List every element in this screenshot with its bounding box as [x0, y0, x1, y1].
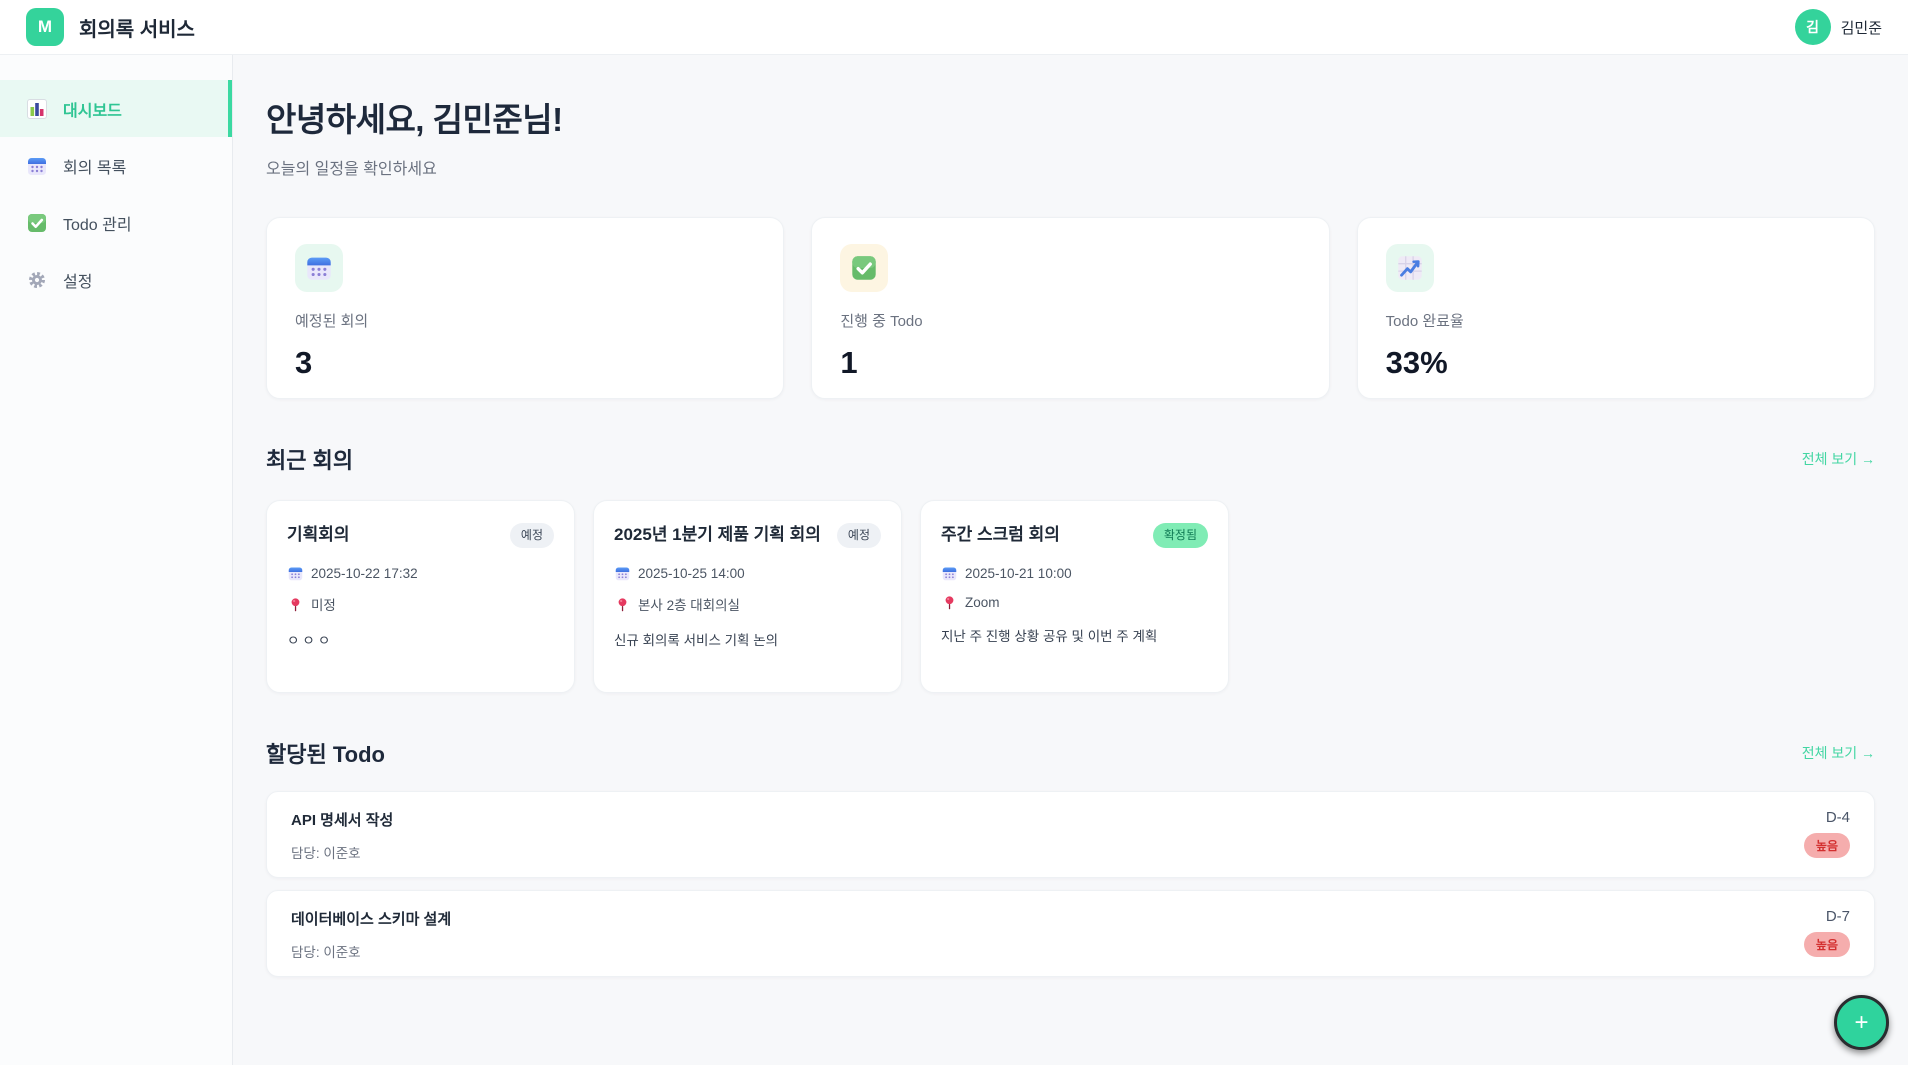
meeting-status-badge: 확정됨: [1152, 523, 1208, 548]
todo-priority-badge: 높음: [1803, 932, 1850, 957]
user-menu[interactable]: 김 김민준: [1794, 9, 1882, 45]
meeting-location: 미정: [311, 598, 336, 613]
recent-meetings-title: 최근 회의: [266, 448, 354, 473]
todo-title: API 명세서 작성: [291, 812, 394, 829]
app-logo-letter: M: [37, 17, 53, 36]
assigned-todos-view-all-link[interactable]: 전체 보기 →: [1801, 745, 1875, 761]
calendar-icon: [295, 244, 343, 292]
main-content: 안녕하세요, 김민준님! 오늘의 일정을 확인하세요 예정된 회의 3 진행 중…: [233, 55, 1908, 1065]
stat-value: 1: [840, 345, 858, 380]
todo-row[interactable]: API 명세서 작성 담당: 이준호 D-4 높음: [266, 791, 1875, 878]
meeting-title: 2025년 1분기 제품 기획 회의: [614, 525, 821, 544]
meeting-title: 기획회의: [287, 525, 350, 544]
stat-value: 33%: [1385, 345, 1448, 380]
stat-value: 3: [295, 345, 313, 380]
checkbox-icon: [26, 212, 48, 234]
user-name: 김민준: [1840, 19, 1882, 37]
pushpin-icon: [614, 596, 630, 612]
todo-title: 데이터베이스 스키마 설계: [291, 911, 452, 928]
stat-card-in-progress-todo: 진행 중 Todo 1: [811, 217, 1330, 399]
app-title: 회의록 서비스: [79, 18, 195, 41]
meeting-card[interactable]: 기획회의 예정 2025-10-22 17:32 미정 ㅇㅇㅇ: [266, 500, 575, 693]
bar-chart-icon: [26, 98, 48, 120]
assigned-todos-title: 할당된 Todo: [266, 742, 385, 767]
meeting-status-badge: 예정: [509, 523, 554, 548]
todo-assignee: 담당: 이준호: [291, 846, 361, 861]
pushpin-icon: [287, 596, 303, 612]
greeting-heading: 안녕하세요, 김민준님!: [266, 101, 563, 138]
sidebar-item-label: 대시보드: [63, 102, 122, 120]
stat-card-scheduled-meetings: 예정된 회의 3: [266, 217, 785, 399]
meeting-location: Zoom: [965, 594, 1000, 610]
sidebar-item-dashboard[interactable]: 대시보드: [0, 80, 232, 137]
gear-icon: [26, 269, 48, 291]
meeting-location: 본사 2층 대회의실: [638, 598, 740, 613]
todo-row[interactable]: 데이터베이스 스키마 설계 담당: 이준호 D-7 높음: [266, 890, 1875, 977]
todo-priority-badge: 높음: [1803, 833, 1850, 858]
meeting-card[interactable]: 주간 스크럼 회의 확정됨 2025-10-21 10:00 Zoom 지난 주…: [920, 500, 1229, 693]
checkbox-icon: [840, 244, 889, 292]
app-logo: M: [26, 8, 64, 46]
user-avatar[interactable]: 김: [1794, 9, 1831, 45]
meeting-datetime: 2025-10-21 10:00: [965, 565, 1072, 581]
stat-label: 진행 중 Todo: [840, 313, 923, 330]
recent-meetings-view-all-link[interactable]: 전체 보기 →: [1801, 451, 1875, 467]
todo-dday: D-7: [1825, 908, 1850, 925]
meeting-card[interactable]: 2025년 1분기 제품 기획 회의 예정 2025-10-25 14:00 본…: [593, 500, 902, 693]
calendar-icon: [614, 565, 630, 581]
meeting-datetime: 2025-10-22 17:32: [311, 565, 418, 581]
sidebar: 대시보드 회의 목록 Todo 관리 설정: [0, 55, 233, 1065]
sidebar-item-label: 설정: [63, 273, 93, 291]
sidebar-item-label: 회의 목록: [63, 159, 127, 177]
meeting-description: 신규 회의록 서비스 기획 논의: [614, 633, 779, 648]
todo-list: API 명세서 작성 담당: 이준호 D-4 높음 데이터베이스 스키마 설계 …: [266, 791, 1875, 977]
meeting-status-badge: 예정: [836, 523, 881, 548]
todo-assignee: 담당: 이준호: [291, 945, 361, 960]
add-button[interactable]: +: [1834, 995, 1889, 1050]
meeting-description: 지난 주 진행 상황 공유 및 이번 주 계획: [941, 629, 1158, 644]
recent-meetings-header: 최근 회의 전체 보기 →: [266, 443, 1875, 475]
meeting-description: ㅇㅇㅇ: [287, 633, 334, 648]
meeting-datetime: 2025-10-25 14:00: [638, 565, 745, 581]
sidebar-item-meetings[interactable]: 회의 목록: [0, 137, 232, 194]
top-header: M 회의록 서비스 김 김민준: [0, 0, 1908, 55]
calendar-icon: [941, 565, 957, 581]
sidebar-item-todos[interactable]: Todo 관리: [0, 194, 232, 251]
todo-dday: D-4: [1825, 809, 1850, 826]
stat-label: Todo 완료율: [1385, 313, 1464, 330]
calendar-icon: [26, 155, 48, 177]
meeting-title: 주간 스크럼 회의: [941, 525, 1060, 544]
calendar-icon: [287, 565, 303, 581]
plus-icon: +: [1854, 1008, 1869, 1036]
assigned-todos-header: 할당된 Todo 전체 보기 →: [266, 737, 1875, 769]
stat-label: 예정된 회의: [295, 313, 369, 330]
sidebar-item-label: Todo 관리: [63, 216, 132, 234]
stats-row: 예정된 회의 3 진행 중 Todo 1 Todo 완료율 33%: [266, 217, 1875, 399]
meeting-cards-row: 기획회의 예정 2025-10-22 17:32 미정 ㅇㅇㅇ: [266, 500, 1875, 693]
sidebar-item-settings[interactable]: 설정: [0, 251, 232, 308]
stat-card-todo-completion: Todo 완료율 33%: [1356, 217, 1875, 399]
chart-up-icon: [1385, 244, 1434, 292]
user-avatar-initial: 김: [1806, 19, 1820, 35]
pushpin-icon: [941, 594, 957, 610]
greeting-subtitle: 오늘의 일정을 확인하세요: [266, 161, 437, 178]
